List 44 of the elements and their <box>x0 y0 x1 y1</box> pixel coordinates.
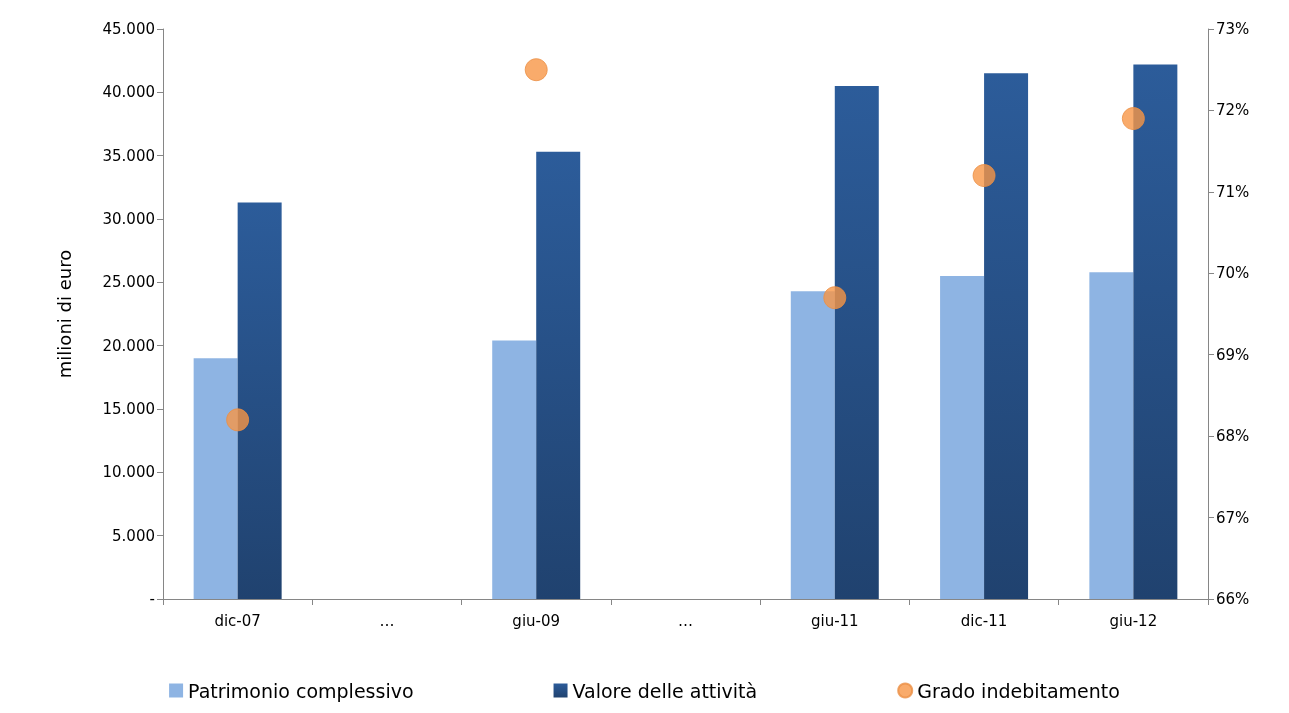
bar <box>1089 272 1134 599</box>
y-tick-label: - <box>149 590 155 608</box>
y-axis-title: milioni di euro <box>53 249 75 379</box>
x-tick-label: … <box>678 611 693 630</box>
x-tick-label: dic-07 <box>214 611 261 630</box>
point <box>972 164 996 188</box>
x-tick-label: giu-11 <box>810 611 859 630</box>
point <box>1121 107 1145 131</box>
bar <box>790 291 835 599</box>
bar <box>536 151 581 599</box>
bar <box>193 358 238 599</box>
y-tick-label: 10.000 <box>102 463 155 482</box>
point <box>823 286 847 310</box>
y-tick-label: 15.000 <box>102 400 155 418</box>
legend-label: Grado indebitamento <box>917 679 1120 702</box>
bar <box>940 276 985 599</box>
legend-label: Valore delle attività <box>572 679 758 702</box>
y-tick-label: 35.000 <box>102 146 155 165</box>
y-tick-label: 5.000 <box>112 526 155 545</box>
y-tick-label: 20.000 <box>102 336 155 355</box>
bar <box>237 202 282 599</box>
y2-tick-label: 73% <box>1216 20 1250 38</box>
point <box>226 408 250 432</box>
x-tick-label: giu-12 <box>1109 611 1158 630</box>
legend-label: Patrimonio complessivo <box>188 679 414 702</box>
y2-tick-label: 66% <box>1216 590 1250 608</box>
y2-tick-label: 70% <box>1216 264 1250 283</box>
y-tick-label: 45.000 <box>102 20 155 38</box>
point <box>524 58 548 82</box>
y2-tick-label: 71% <box>1216 182 1250 201</box>
x-tick-label: … <box>379 611 395 630</box>
y2-tick-label: 72% <box>1216 101 1250 120</box>
y-tick-label: 25.000 <box>102 273 155 292</box>
bar <box>984 73 1029 599</box>
x-tick-label: dic-11 <box>960 611 1008 630</box>
y2-tick-label: 69% <box>1216 345 1250 364</box>
y2-tick-label: 68% <box>1216 427 1250 446</box>
y-tick-label: 40.000 <box>102 83 155 102</box>
y-tick-label: 30.000 <box>102 210 155 228</box>
y2-tick-label: 67% <box>1216 508 1250 527</box>
bar <box>1133 64 1178 599</box>
bar <box>834 86 879 599</box>
x-tick-label: giu-09 <box>512 611 561 630</box>
bar <box>492 340 537 599</box>
